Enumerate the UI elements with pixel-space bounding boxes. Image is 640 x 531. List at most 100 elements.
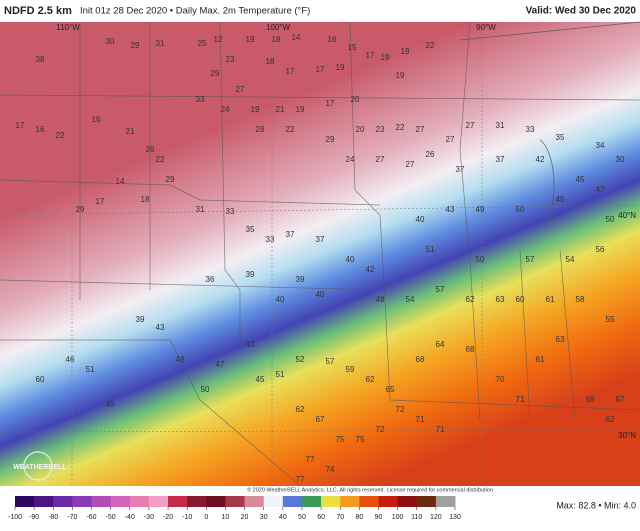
temp-label: 16 xyxy=(92,115,101,124)
temp-label: 49 xyxy=(106,400,115,409)
colorbar-label: 110 xyxy=(411,514,422,521)
temp-label: 43 xyxy=(156,323,165,332)
temp-label: 57 xyxy=(326,357,335,366)
colorbar-label: -10 xyxy=(182,514,192,521)
model-name: NDFD 2.5 km xyxy=(4,5,72,17)
temp-label: 24 xyxy=(221,105,230,114)
lon-label: 100°W xyxy=(266,23,291,32)
lat-label: 40°N xyxy=(618,211,636,220)
temp-label: 27 xyxy=(236,85,245,94)
temp-label: 48 xyxy=(376,295,385,304)
temp-label: 19 xyxy=(381,53,390,62)
colorbar-segment xyxy=(34,496,54,507)
temp-label: 70 xyxy=(496,375,505,384)
valid-time: Valid: Wed 30 Dec 2020 xyxy=(526,6,637,17)
temp-label: 51 xyxy=(86,365,95,374)
temp-label: 45 xyxy=(556,195,565,204)
temp-label: 17 xyxy=(286,67,295,76)
temp-label: 71 xyxy=(416,415,425,424)
temp-label: 14 xyxy=(116,177,125,186)
colorbar-label: -60 xyxy=(86,514,96,521)
temp-label: 42 xyxy=(366,265,375,274)
temp-label: 67 xyxy=(616,395,625,404)
temp-label: 26 xyxy=(146,145,155,154)
colorbar-label: 130 xyxy=(449,514,461,521)
colorbar-segment xyxy=(168,496,188,507)
colorbar-segment xyxy=(187,496,207,507)
temp-label: 62 xyxy=(466,295,475,304)
colorbar-label: 100 xyxy=(392,514,404,521)
colorbar-label: -30 xyxy=(144,514,154,521)
temp-label: 29 xyxy=(326,135,335,144)
temp-label: 29 xyxy=(211,69,220,78)
graticule xyxy=(0,22,640,486)
colorbar-segment xyxy=(244,496,265,507)
temp-label: 68 xyxy=(586,395,595,404)
temp-label: 37 xyxy=(456,165,465,174)
colorbar-segment xyxy=(148,496,169,507)
temp-label: 21 xyxy=(126,127,135,136)
colorbar-label: -80 xyxy=(48,514,58,521)
temp-label: 56 xyxy=(596,245,605,254)
temp-label: 68 xyxy=(466,345,475,354)
temp-label: 61 xyxy=(546,295,555,304)
temp-label: 27 xyxy=(376,155,385,164)
temp-label: 74 xyxy=(326,465,335,474)
temp-label: 51 xyxy=(426,245,435,254)
colorbar-label: 50 xyxy=(298,514,306,521)
colorbar-label: -90 xyxy=(29,514,39,521)
lat-label: 30°N xyxy=(618,431,636,440)
colorbar: -100 -90 -80 -70 -60 -50 -40 -30 -20 -10 0 10 20 30 40… xyxy=(8,496,461,521)
temp-label: 17 xyxy=(316,65,325,74)
temp-label: 36 xyxy=(206,275,215,284)
colorbar-label: -100 xyxy=(8,514,22,521)
colorbar-segment xyxy=(301,496,322,507)
colorbar-segment xyxy=(416,496,437,507)
colorbar-segment xyxy=(359,496,379,507)
temp-label: 23 xyxy=(226,55,235,64)
temp-label: 63 xyxy=(496,295,505,304)
temp-label: 19 xyxy=(296,105,305,114)
temp-label: 20 xyxy=(351,95,360,104)
temp-label: 17 xyxy=(366,51,375,60)
colorbar-segment xyxy=(91,496,112,507)
temp-label: 40 xyxy=(276,295,285,304)
temp-label: 40 xyxy=(416,215,425,224)
temp-label: 22 xyxy=(396,123,405,132)
temp-label: 22 xyxy=(56,131,65,140)
colorbar-segment xyxy=(72,496,93,507)
temp-label: 30 xyxy=(106,37,115,46)
temp-label: 47 xyxy=(216,360,225,369)
temp-label: 27 xyxy=(466,121,475,130)
temp-label: 50 xyxy=(476,255,485,264)
temp-label: 29 xyxy=(131,41,140,50)
temp-label: 37 xyxy=(496,155,505,164)
temp-label: 14 xyxy=(292,33,301,42)
temp-label: 25 xyxy=(198,39,207,48)
temp-label: 49 xyxy=(476,205,485,214)
temp-label: 37 xyxy=(286,230,295,239)
temp-label: 24 xyxy=(346,155,355,164)
temp-label: 19 xyxy=(396,71,405,80)
temp-label: 40 xyxy=(346,255,355,264)
temp-label: 26 xyxy=(426,150,435,159)
temp-label: 35 xyxy=(556,133,565,142)
temp-label: 33 xyxy=(526,125,535,134)
colorbar-label: -20 xyxy=(163,514,173,521)
colorbar-label: 10 xyxy=(222,514,230,521)
temp-label: 22 xyxy=(156,155,165,164)
temp-label: 16 xyxy=(328,35,337,44)
temp-label: 71 xyxy=(516,395,525,404)
temp-label: 54 xyxy=(406,295,415,304)
temp-label: 18 xyxy=(266,57,275,66)
colorbar-segment xyxy=(263,496,284,507)
temp-label: 29 xyxy=(76,205,85,214)
temp-label: 71 xyxy=(436,425,445,434)
colorbar-segment xyxy=(206,496,226,507)
temp-label: 43 xyxy=(246,340,255,349)
colorbar-segment xyxy=(321,496,341,507)
logo-mark xyxy=(23,451,53,481)
temp-label: 27 xyxy=(406,160,415,169)
temp-label: 50 xyxy=(201,385,210,394)
colorbar-segment xyxy=(225,496,246,507)
